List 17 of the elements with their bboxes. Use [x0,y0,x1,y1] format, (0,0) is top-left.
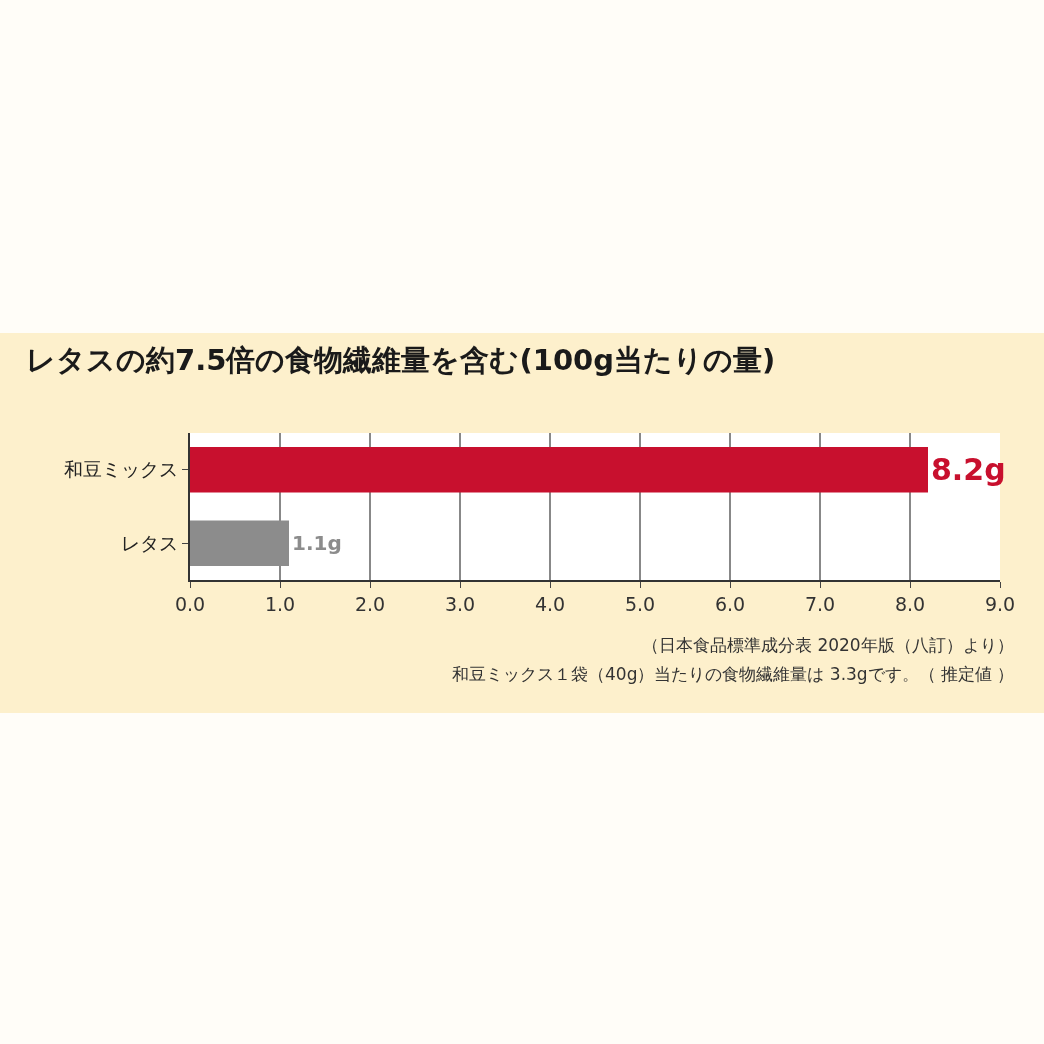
x-tick-label: 8.0 [894,592,926,615]
x-tick-label: 1.0 [264,592,296,615]
data-label: 8.2g [931,452,1006,488]
data-label: 1.1g [292,531,342,556]
x-tick-label: 4.0 [534,592,566,615]
x-tick-label: 0.0 [174,592,206,615]
x-tick-label: 5.0 [624,592,656,615]
x-tick-label: 7.0 [804,592,836,615]
x-tick-label: 9.0 [984,592,1016,615]
text: （日本食品標準成分表 2020年版（八訂）より） [642,635,1014,655]
y-tick-label: 和豆ミックス [64,458,179,481]
x-tick-label: 6.0 [714,592,746,615]
x-tick-label: 3.0 [444,592,476,615]
chart-title: レタスの約7.5倍の食物繊維量を含む(100g当たりの量) [26,342,776,377]
y-tick-label: レタス [121,531,179,554]
x-tick-label: 2.0 [354,592,386,615]
text: 和豆ミックス１袋（40g）当たりの食物繊維量は 3.3gです。（ 推定値 ） [452,664,1015,684]
